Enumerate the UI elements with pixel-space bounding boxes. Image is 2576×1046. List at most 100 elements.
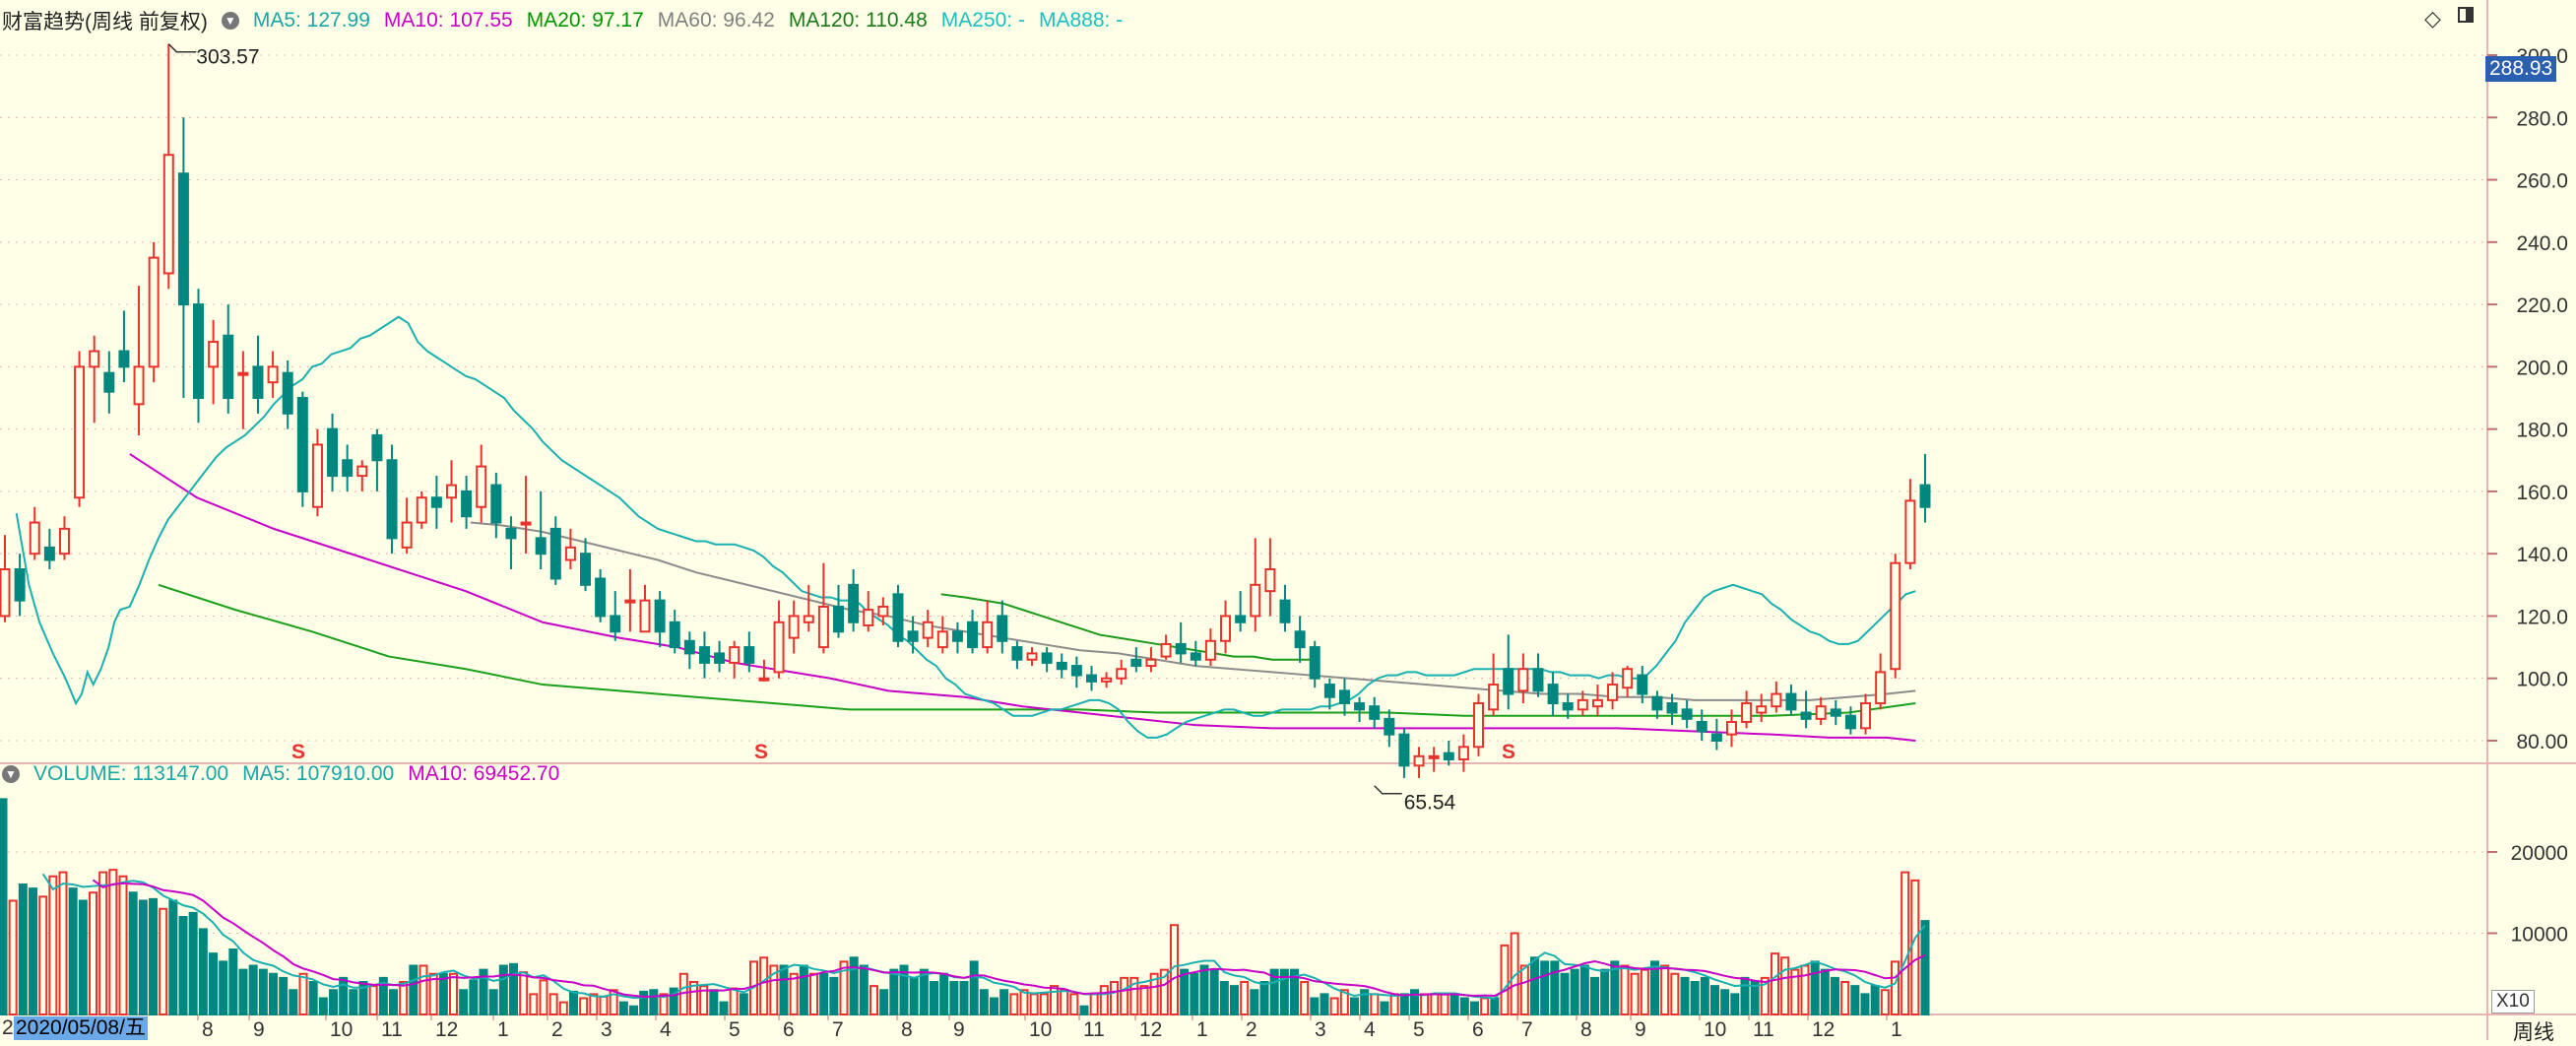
volume-bar-up[interactable] <box>1519 964 1529 1015</box>
volume-bar-down[interactable] <box>639 990 649 1016</box>
volume-bar-down[interactable] <box>1259 981 1269 1015</box>
volume-bar-down[interactable] <box>618 1001 628 1015</box>
volume-bar-down[interactable] <box>1710 985 1719 1015</box>
volume-bar-down[interactable] <box>308 981 318 1015</box>
signal-marker[interactable]: S <box>1502 741 1515 763</box>
volume-bar-down[interactable] <box>1579 964 1589 1015</box>
volume-bar-up[interactable] <box>1339 989 1349 1015</box>
volume-bar-down[interactable] <box>269 972 278 1015</box>
volume-bar-down[interactable] <box>78 899 88 1015</box>
volume-bar-up[interactable] <box>108 869 118 1016</box>
volume-bar-down[interactable] <box>1720 989 1730 1015</box>
volume-bar-down[interactable] <box>1810 960 1820 1015</box>
volume-bar-down[interactable] <box>899 964 909 1015</box>
candle-up[interactable] <box>0 568 11 618</box>
volume-bar-down[interactable] <box>1831 976 1839 1015</box>
chevron-down-icon[interactable]: ▼ <box>221 12 239 30</box>
candle-down[interactable] <box>1696 721 1707 733</box>
volume-bar-down[interactable] <box>358 981 368 1015</box>
candle-up[interactable] <box>922 621 934 639</box>
volume-bar-up[interactable] <box>1039 993 1049 1015</box>
candle-up[interactable] <box>237 371 249 376</box>
candle-up[interactable] <box>1250 583 1261 618</box>
candle-up[interactable] <box>1145 658 1157 668</box>
volume-bar-down[interactable] <box>649 989 659 1015</box>
candle-up[interactable] <box>29 521 40 556</box>
candle-up[interactable] <box>1591 698 1603 708</box>
candle-down[interactable] <box>907 630 919 642</box>
candle-up[interactable] <box>1413 754 1425 767</box>
volume-bar-up[interactable] <box>98 871 108 1015</box>
candle-up[interactable] <box>1160 642 1172 658</box>
candle-up[interactable] <box>1517 668 1529 692</box>
volume-bar-up[interactable] <box>118 875 128 1015</box>
volume-bar-up[interactable] <box>419 964 428 1015</box>
volume-bar-up[interactable] <box>1110 981 1119 1015</box>
candle-up[interactable] <box>133 365 145 406</box>
volume-bar-down[interactable] <box>739 993 748 1015</box>
candle-up[interactable] <box>1428 754 1440 759</box>
volume-bar-down[interactable] <box>1399 993 1409 1015</box>
volume-bar-down[interactable] <box>289 989 298 1015</box>
diamond-icon[interactable]: ◇ <box>2424 6 2441 31</box>
volume-bar-down[interactable] <box>1920 920 1930 1015</box>
volume-bar-up[interactable] <box>1900 871 1910 1015</box>
volume-bar-down[interactable] <box>18 883 28 1015</box>
volume-bar-down[interactable] <box>1600 968 1610 1015</box>
volume-bar-down[interactable] <box>1700 976 1709 1015</box>
candle-down[interactable] <box>371 433 383 462</box>
volume-bar-down[interactable] <box>198 928 208 1015</box>
panel-toggle-icon[interactable] <box>2458 7 2474 23</box>
candle-down[interactable] <box>1354 702 1366 711</box>
candle-up[interactable] <box>624 599 636 604</box>
volume-bar-up[interactable] <box>1630 972 1640 1015</box>
volume-bar-down[interactable] <box>829 976 839 1015</box>
candle-down[interactable] <box>1279 599 1291 623</box>
volume-bar-down[interactable] <box>1590 976 1599 1015</box>
volume-bar-up[interactable] <box>869 985 878 1015</box>
volume-bar-up[interactable] <box>1370 993 1380 1015</box>
volume-bar-down[interactable] <box>1750 981 1760 1015</box>
volume-bar-up[interactable] <box>298 972 308 1015</box>
signal-marker[interactable]: S <box>754 741 768 763</box>
volume-bar-up[interactable] <box>58 871 68 1015</box>
volume-bar-down[interactable] <box>629 1005 638 1015</box>
volume-bar-down[interactable] <box>669 987 678 1015</box>
volume-bar-down[interactable] <box>1490 997 1500 1015</box>
volume-bar-down[interactable] <box>1860 993 1870 1015</box>
volume-bar-up[interactable] <box>1840 981 1850 1015</box>
candle-up[interactable] <box>311 443 323 508</box>
volume-bar-down[interactable] <box>138 899 148 1015</box>
candle-up[interactable] <box>401 521 413 549</box>
volume-bar-up[interactable] <box>1500 944 1510 1015</box>
volume-bar-up[interactable] <box>689 981 698 1015</box>
candle-down[interactable] <box>1294 630 1306 649</box>
candle-up[interactable] <box>476 465 487 508</box>
volume-bar-down[interactable] <box>909 976 919 1015</box>
candle-down[interactable] <box>1384 717 1395 736</box>
volume-bar-up[interactable] <box>1780 956 1790 1015</box>
volume-bar-down[interactable] <box>438 972 448 1015</box>
chevron-down-icon[interactable]: ▼ <box>2 765 20 783</box>
volume-bar-up[interactable] <box>809 972 818 1015</box>
volume-bar-up[interactable] <box>1329 997 1339 1015</box>
volume-bar-down[interactable] <box>1199 964 1209 1015</box>
volume-bar-down[interactable] <box>1180 968 1190 1015</box>
volume-bar-up[interactable] <box>699 985 709 1015</box>
volume-bar-down[interactable] <box>1850 985 1860 1015</box>
volume-bar-down[interactable] <box>1459 997 1469 1015</box>
candle-down[interactable] <box>1651 695 1663 711</box>
volume-bar-down[interactable] <box>1550 960 1560 1015</box>
candle-down[interactable] <box>580 553 592 586</box>
volume-bar-down[interactable] <box>479 968 488 1015</box>
volume-bar-down[interactable] <box>248 964 258 1015</box>
volume-bar-down[interactable] <box>228 948 238 1015</box>
volume-bar-up[interactable] <box>1670 972 1680 1015</box>
volume-bar-down[interactable] <box>1530 956 1539 1015</box>
volume-bar-down[interactable] <box>1250 989 1259 1015</box>
volume-bar-up[interactable] <box>1240 981 1250 1015</box>
volume-bar-down[interactable] <box>1079 1005 1089 1015</box>
candle-up[interactable] <box>1577 698 1588 711</box>
candle-down[interactable] <box>833 605 845 633</box>
candle-down[interactable] <box>610 615 621 633</box>
